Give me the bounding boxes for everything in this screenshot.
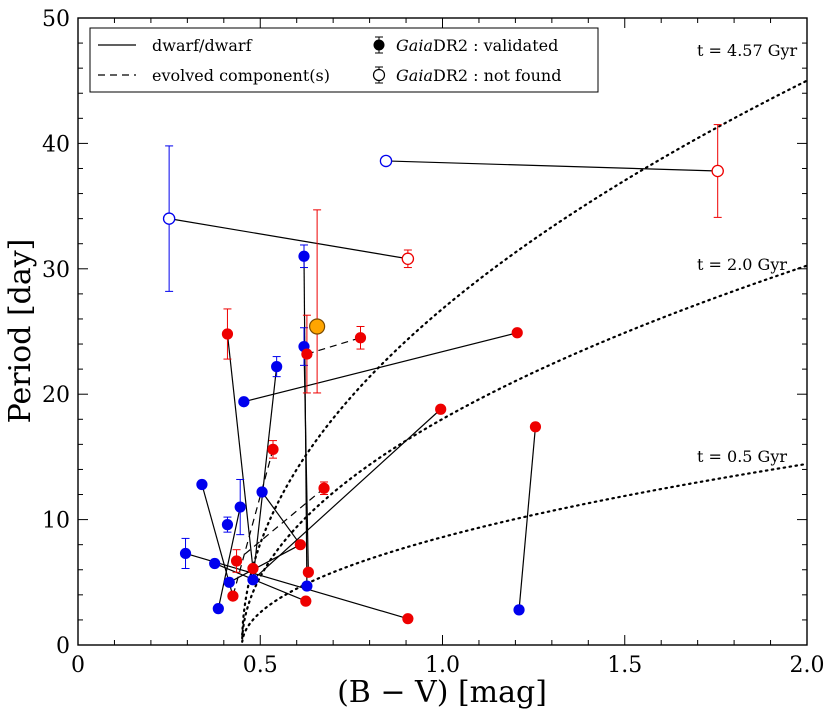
legend-gaia-italic-1: Gaia <box>396 36 433 55</box>
x-tick-label: 2.0 <box>790 653 825 678</box>
legend: dwarf/dwarf evolved component(s) GaiaDR2… <box>89 27 599 93</box>
data-point-red <box>267 443 279 455</box>
legend-label-evolved: evolved component(s) <box>152 66 330 85</box>
plot-area-background <box>78 18 807 645</box>
data-point-red <box>318 482 330 494</box>
isochrone-label: t = 2.0 Gyr <box>697 255 787 274</box>
pair-line <box>261 491 301 546</box>
legend-label-dwarf: dwarf/dwarf <box>152 36 253 55</box>
isochrone-label: t = 0.5 Gyr <box>697 447 787 466</box>
data-point-blue <box>238 396 250 408</box>
data-point-red <box>301 348 313 360</box>
data-points <box>162 154 724 625</box>
data-point-blue <box>298 250 310 262</box>
data-point-red <box>354 332 367 344</box>
data-point-red <box>227 590 239 602</box>
data-point-blue <box>234 501 246 513</box>
y-tick-label: 40 <box>42 132 70 157</box>
x-tick-label: 0.5 <box>243 653 278 678</box>
data-point-red <box>247 562 259 575</box>
pair-line <box>226 333 254 569</box>
pair-line <box>232 449 274 597</box>
data-point-blue <box>212 603 224 615</box>
y-tick-label: 0 <box>56 634 70 659</box>
y-tick-label: 20 <box>42 383 70 408</box>
pair-line <box>385 160 718 172</box>
pair-line <box>518 426 537 610</box>
legend-open-marker <box>372 68 386 82</box>
axis-tick-labels: 0 0.5 1.0 1.5 2.0 0 10 20 30 40 50 <box>42 7 825 678</box>
y-axis-title: Period [day] <box>3 239 38 424</box>
pair-line <box>306 337 361 355</box>
isochrone-curve <box>241 264 807 640</box>
x-tick-label: 0 <box>71 653 85 678</box>
binary-pair-lines <box>169 160 718 620</box>
pair-line <box>228 544 301 583</box>
axis-ticks <box>77 17 808 646</box>
pair-line <box>252 408 442 581</box>
sun-marker <box>309 318 326 335</box>
legend-box <box>89 27 599 93</box>
data-point-blue <box>196 478 208 491</box>
legend-not-found-text: DR2 : not found <box>433 66 561 85</box>
isochrone-curves <box>241 79 807 643</box>
data-point-blue <box>247 574 259 586</box>
pair-line <box>169 218 408 260</box>
isochrone-curve <box>241 79 807 636</box>
legend-gaia-italic-2: Gaia <box>396 66 433 85</box>
data-point-blue <box>301 580 313 592</box>
pair-line <box>214 562 307 602</box>
data-point-blue <box>221 519 234 531</box>
data-point-red <box>294 539 306 551</box>
legend-filled-marker <box>373 39 385 51</box>
y-tick-label: 50 <box>42 7 70 32</box>
pair-line <box>303 346 309 573</box>
x-axis-title: (B − V) [mag] <box>337 675 547 710</box>
x-tick-label: 1.0 <box>425 653 460 678</box>
pair-line <box>185 552 409 620</box>
isochrone-curve <box>241 462 807 643</box>
data-point-red <box>511 327 523 339</box>
y-tick-label: 30 <box>42 258 70 283</box>
data-point-red <box>529 421 542 433</box>
data-point-blue <box>271 361 283 373</box>
data-point-red-open <box>401 252 415 266</box>
data-point-blue <box>223 576 235 588</box>
pair-line <box>243 332 518 403</box>
isochrone-labels: t = 4.57 Gyr t = 2.0 Gyr t = 0.5 Gyr <box>697 41 798 466</box>
data-point-blue <box>256 486 268 498</box>
data-point-red <box>302 566 314 578</box>
data-point-blue-open <box>162 212 176 225</box>
data-point-blue <box>179 547 192 560</box>
data-point-blue-open <box>379 154 393 168</box>
legend-label-not-found: GaiaDR2 : not found <box>396 66 561 85</box>
data-point-red <box>402 613 414 625</box>
data-point-blue <box>513 604 525 616</box>
data-point-red <box>435 403 447 415</box>
pair-line <box>217 506 241 609</box>
data-point-red <box>230 555 243 567</box>
x-tick-label: 1.5 <box>607 653 642 678</box>
y-tick-label: 10 <box>42 509 70 534</box>
data-point-red <box>221 328 234 340</box>
pair-line <box>236 487 325 562</box>
legend-validated-text: DR2 : validated <box>433 36 558 55</box>
data-point-red <box>300 595 312 607</box>
data-point-blue <box>209 557 221 570</box>
sun-marker-group <box>309 209 326 394</box>
isochrone-label: t = 4.57 Gyr <box>697 41 798 60</box>
legend-label-validated: GaiaDR2 : validated <box>396 36 558 55</box>
data-point-red-open <box>711 164 724 178</box>
